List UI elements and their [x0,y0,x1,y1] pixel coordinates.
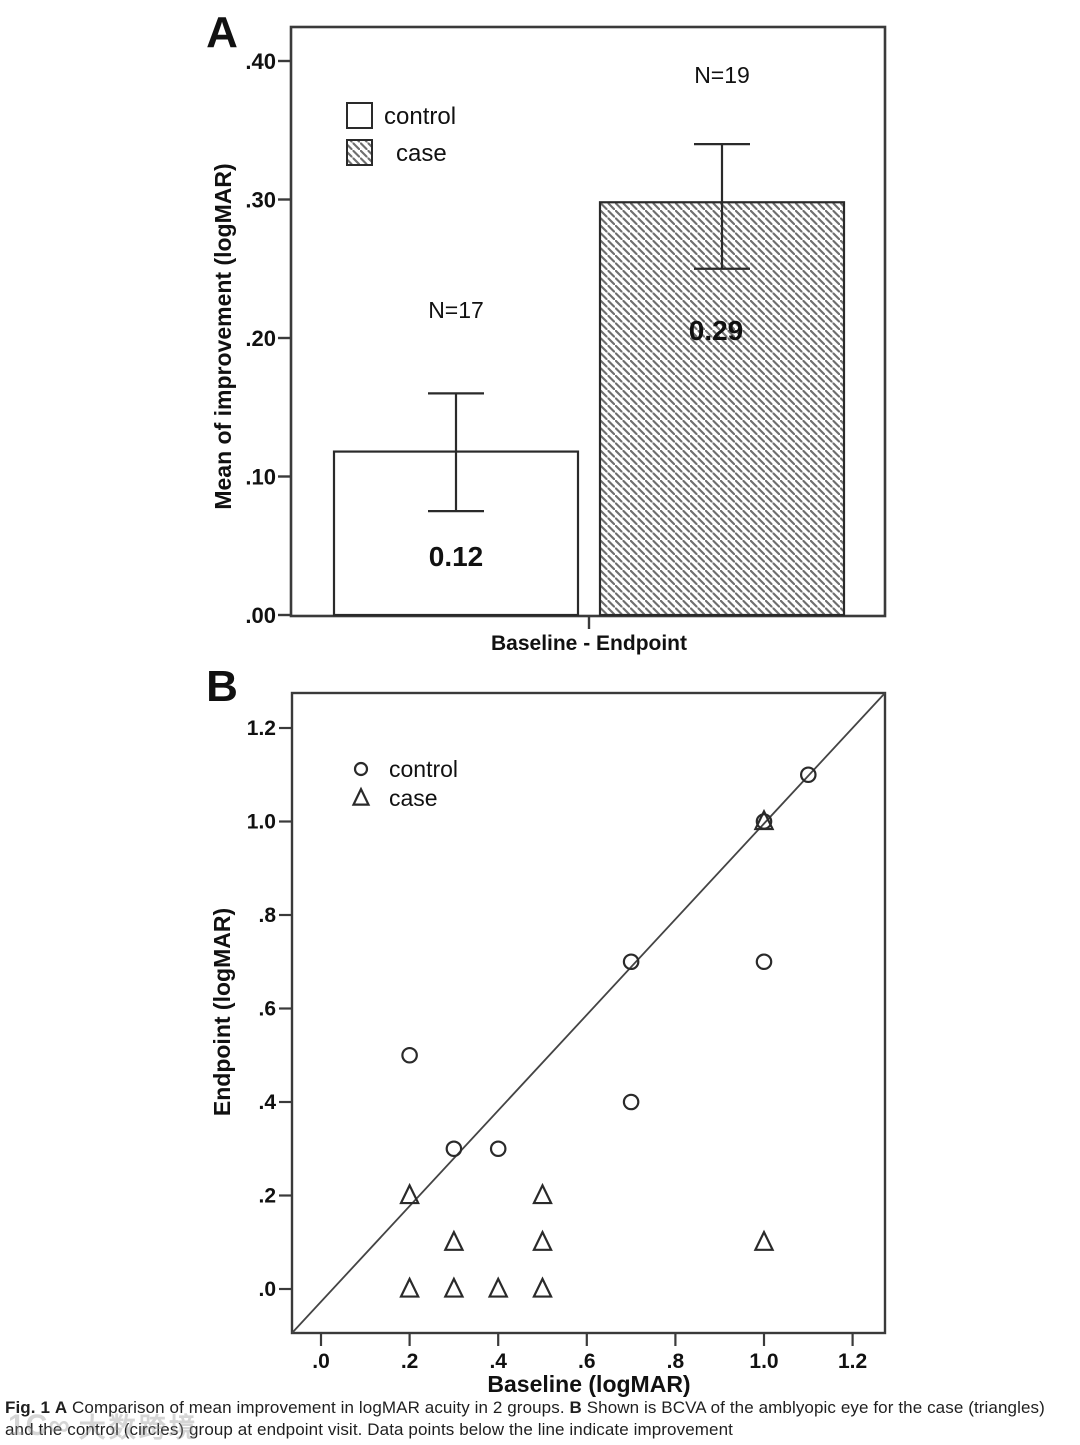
x-tick-label-b: .6 [578,1350,596,1373]
scatter-point-control [622,1093,640,1111]
n-label-case: N=19 [694,62,750,88]
series-control [401,766,817,1158]
scatter-point-case [487,1276,509,1298]
scatter-point-control [799,766,817,784]
x-tick-label-b: .0 [312,1350,330,1373]
legend-b: control case [351,756,458,811]
scatter-point-control [489,1140,507,1158]
y-tick-label-b: .8 [258,904,276,927]
y-tick-label-b: .6 [258,998,276,1021]
y-tick-label-a: .00 [245,603,276,628]
y-axis-title-a: Mean of improvement (logMAR) [210,163,236,509]
x-tick-label-b: .4 [489,1350,507,1373]
caption-segment: A [54,1398,68,1417]
legend-label-control: control [389,756,458,782]
value-label-control: 0.12 [429,541,484,572]
y-tick-label-a: .10 [245,465,276,490]
legend-swatch-control-icon [346,102,373,129]
y-tick-label-a: .20 [245,326,276,351]
scatter-point-control [755,953,773,971]
y-tick-label-b: .2 [258,1185,276,1208]
x-axis-title-b: Baseline (logMAR) [487,1371,690,1397]
legend-marker-case-icon [351,786,371,806]
legend-swatch-case-icon [346,139,373,166]
caption-segment: Shown is BCVA of the amblyopic eye for t… [5,1398,1045,1439]
scatter-point-control [622,953,640,971]
y-tick-label-a: .40 [245,49,276,74]
y-tick-label-b: .4 [258,1091,276,1114]
y-tick-label-a: .30 [245,188,276,213]
x-tick-label-b: .2 [401,1350,419,1373]
scatter-point-case [532,1276,553,1298]
identity-line [291,692,886,1334]
scatter-point-case [753,1229,775,1251]
scatter-point-case [399,1182,420,1205]
scatter-point-control [401,1046,418,1064]
scatter-chart-panel-b: B .0 .2 .4 .6 .8 1.0 1.2 .0 .2 .4 .6 .8 1.0 1.2 Endpoin… [206,662,887,1397]
x-tick-label-b: .8 [667,1350,685,1373]
scatter-point-case [532,1182,553,1205]
caption-segment: Fig. 1 [5,1398,50,1417]
scatter-point-case [753,808,775,831]
legend-a: control case [346,102,456,167]
legend-label-case: case [396,140,447,167]
panel-label-b: B [206,662,238,711]
x-tick-label-b: 1.2 [838,1350,867,1373]
series-case [399,808,775,1298]
y-axis-title-b: Endpoint (logMAR) [209,908,235,1116]
scatter-point-case [443,1276,465,1298]
legend-label-control: control [384,103,456,130]
y-tick-label-b: 1.0 [247,811,276,834]
panel-label-a: A [206,8,238,57]
scatter-point-case [532,1229,553,1251]
y-tick-label-b: .0 [258,1278,276,1301]
scatter-point-case [443,1229,465,1251]
n-label-control: N=17 [428,297,484,323]
x-axis-title-a: Baseline - Endpoint [491,632,687,655]
scatter-point-control [445,1140,463,1158]
caption-segment: Comparison of mean improvement in logMAR… [67,1398,570,1417]
bar-chart-panel-a: A .00 .10 .20 .30 .40 Mean of improvement (log… [206,8,887,655]
figure-caption: Fig. 1 A Comparison of mean improvement … [5,1397,1075,1440]
value-label-case: 0.29 [689,315,744,346]
legend-marker-control-icon [353,761,369,777]
scatter-point-case [399,1276,420,1298]
plot-frame-b [290,691,887,1335]
caption-segment: B [569,1398,582,1417]
y-tick-label-b: 1.2 [247,717,276,740]
legend-label-case: case [389,785,438,811]
x-tick-label-b: 1.0 [749,1350,778,1373]
